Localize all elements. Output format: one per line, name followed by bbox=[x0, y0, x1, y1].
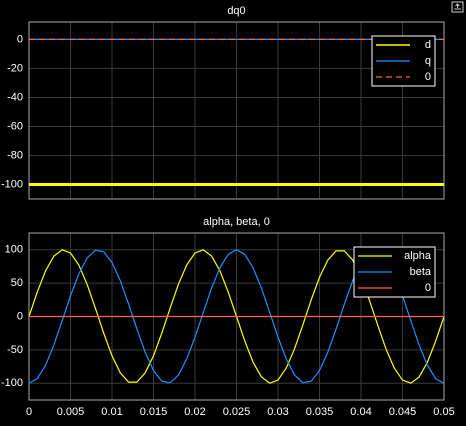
legend-label: d bbox=[425, 39, 431, 51]
x-tick-label: 0.01 bbox=[101, 406, 122, 418]
y-tick-label: 100 bbox=[5, 244, 23, 256]
x-tick-label: 0 bbox=[26, 406, 32, 418]
legend-label: 0 bbox=[425, 71, 431, 83]
undock-arrow bbox=[454, 3, 461, 10]
y-tick-label: -60 bbox=[7, 120, 23, 132]
y-tick-label: -80 bbox=[7, 149, 23, 161]
x-tick-label: 0.04 bbox=[350, 406, 371, 418]
x-tick-label: 0.005 bbox=[57, 406, 85, 418]
y-tick-label: -100 bbox=[1, 377, 23, 389]
axes-box bbox=[28, 21, 445, 200]
y-tick-label: 0 bbox=[17, 33, 23, 45]
x-tick-label: 0.015 bbox=[140, 406, 168, 418]
y-tick-label: -50 bbox=[7, 344, 23, 356]
legend-label: 0 bbox=[425, 282, 431, 294]
y-tick-label: 50 bbox=[11, 277, 23, 289]
y-tick-label: -20 bbox=[7, 62, 23, 74]
x-tick-label: 0.025 bbox=[223, 406, 251, 418]
legend-label: q bbox=[425, 55, 431, 67]
x-tick-label: 0.035 bbox=[306, 406, 334, 418]
y-tick-label: -100 bbox=[1, 178, 23, 190]
x-tick-label: 0.02 bbox=[184, 406, 205, 418]
legend-label: beta bbox=[410, 266, 432, 278]
x-tick-label: 0.03 bbox=[267, 406, 288, 418]
undock-icon[interactable] bbox=[451, 1, 464, 13]
chart-title: dq0 bbox=[227, 5, 245, 17]
chart-title: alpha, beta, 0 bbox=[203, 216, 270, 228]
x-tick-label: 0.045 bbox=[389, 406, 417, 418]
legend-label: alpha bbox=[404, 250, 432, 262]
y-tick-label: -40 bbox=[7, 91, 23, 103]
x-tick-label: 0.05 bbox=[433, 406, 454, 418]
y-tick-label: 0 bbox=[17, 310, 23, 322]
